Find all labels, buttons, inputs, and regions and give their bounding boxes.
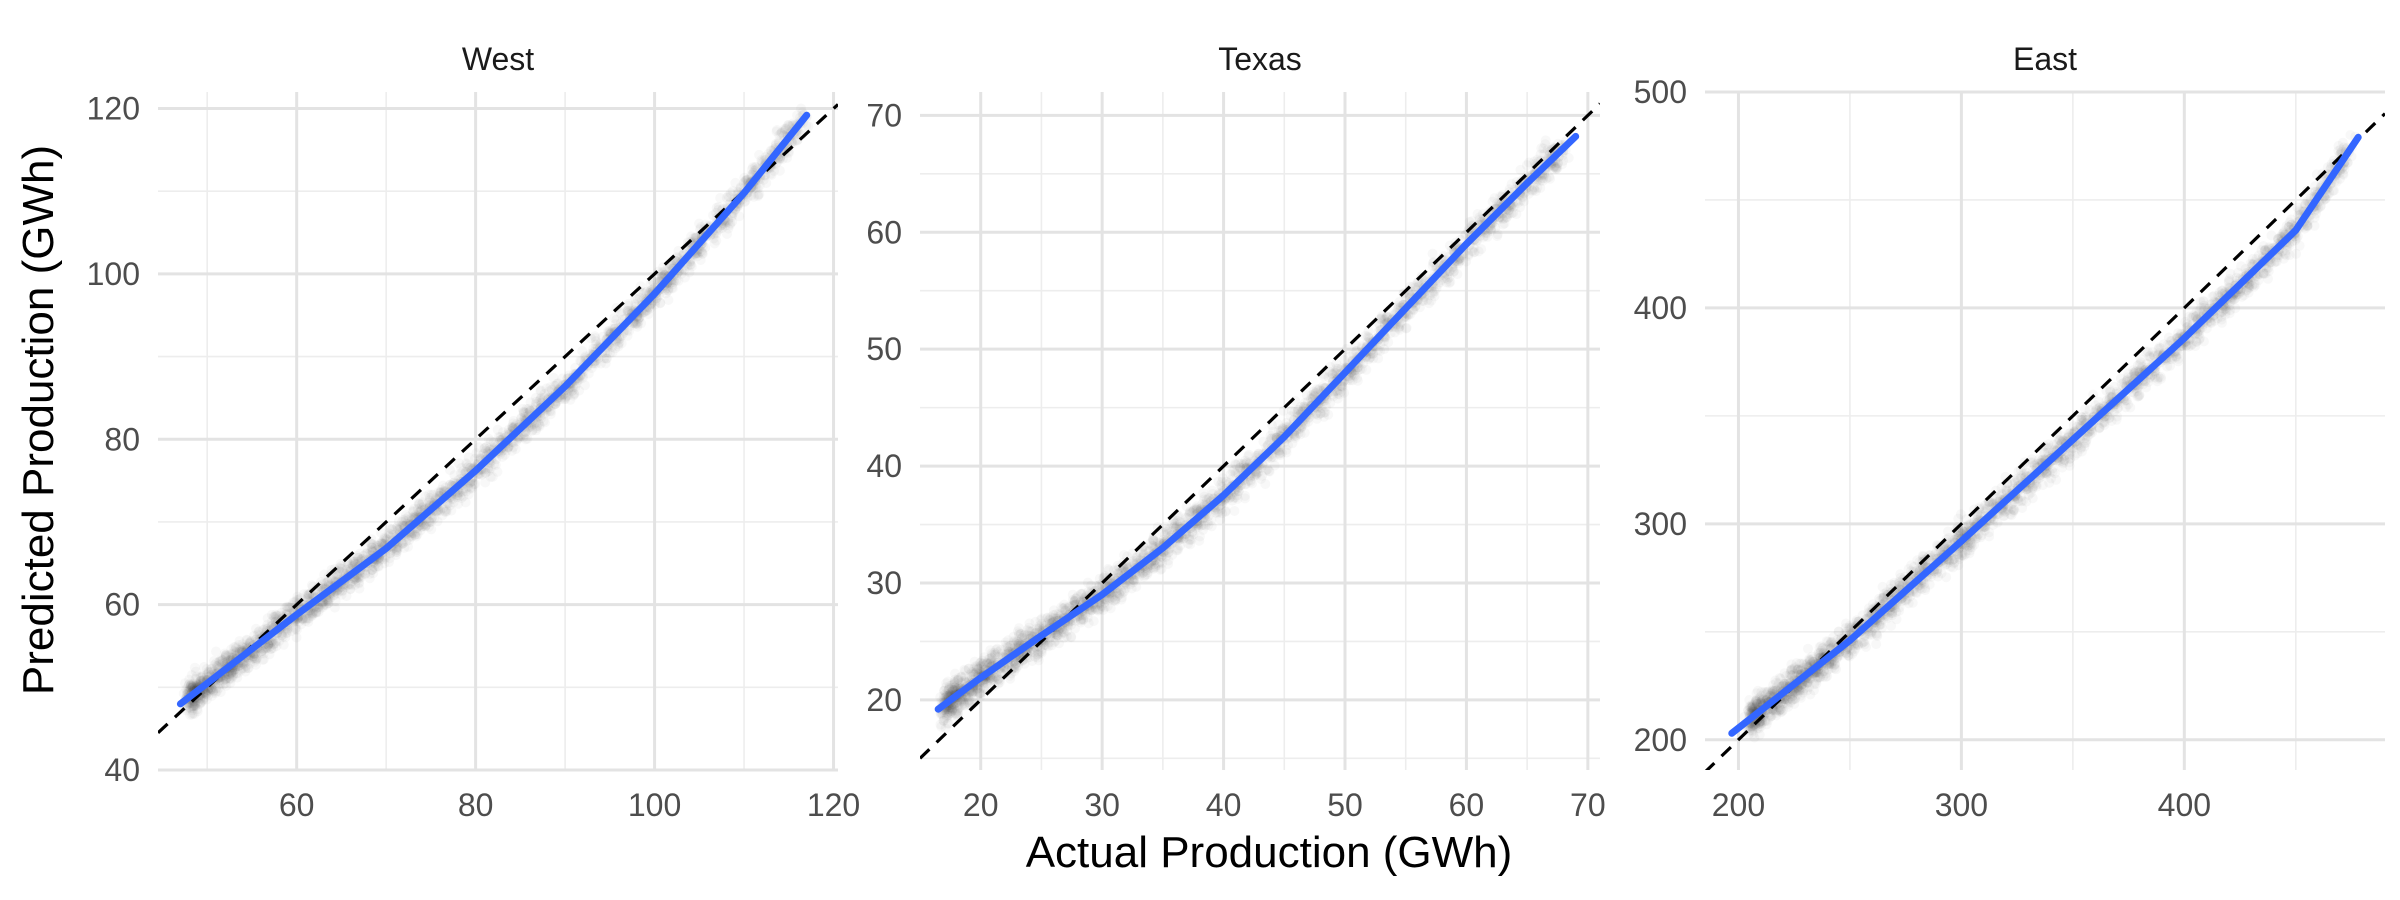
data-point (279, 640, 289, 650)
data-point (539, 416, 549, 426)
panel-texas: 20 30 40 50 60 70 20 30 40 50 60 70 Texas (866, 41, 1605, 823)
data-point (939, 716, 949, 726)
data-point (1470, 247, 1480, 257)
identity-line (158, 103, 838, 734)
data-point (1428, 249, 1438, 259)
data-point (225, 674, 235, 684)
x-axis-title: Actual Production (GWh) (1026, 828, 1513, 877)
y-tick-label: 50 (866, 331, 902, 367)
x-tick-label: 30 (1084, 787, 1120, 823)
data-point (363, 544, 373, 554)
x-tick-label: 80 (458, 787, 494, 823)
data-point (410, 530, 420, 540)
panel-title: West (462, 41, 534, 77)
x-tick-label: 60 (279, 787, 315, 823)
data-point (484, 434, 494, 444)
panel-data (920, 102, 1600, 760)
y-tick-label: 70 (866, 97, 902, 133)
data-point (401, 514, 411, 524)
data-point (1277, 448, 1287, 458)
data-point (518, 404, 528, 414)
data-point (1265, 467, 1275, 477)
fit-line (176, 111, 811, 708)
x-tick-label: 100 (628, 787, 681, 823)
y-tick-label: 20 (866, 682, 902, 718)
data-point (441, 505, 451, 515)
data-point (602, 354, 612, 364)
data-point (1516, 165, 1526, 175)
data-point (474, 442, 484, 452)
data-point (1083, 578, 1093, 588)
y-axis-title: Predicted Production (GWh) (14, 145, 63, 695)
data-point (1103, 564, 1113, 574)
data-point (1361, 365, 1371, 375)
panel-title: Texas (1218, 41, 1302, 77)
x-tick-label: 120 (807, 787, 860, 823)
x-tick-label: 20 (963, 787, 999, 823)
y-tick-label: 100 (87, 256, 140, 292)
data-point (188, 703, 198, 713)
panel-west: 60 80 100 120 40 60 80 100 120 West (87, 41, 861, 823)
data-point (480, 478, 490, 488)
data-point (211, 647, 221, 657)
y-tick-label: 40 (104, 752, 140, 788)
y-tick-label: 60 (866, 214, 902, 250)
x-tick-label: 40 (1206, 787, 1242, 823)
data-point (545, 382, 555, 392)
data-point (715, 193, 725, 203)
data-point (384, 557, 394, 567)
y-tick-label: 120 (87, 91, 140, 127)
y-tick-label: 30 (866, 565, 902, 601)
data-point (684, 267, 694, 277)
data-point (461, 458, 471, 468)
data-point (1483, 232, 1493, 242)
data-point (560, 394, 570, 404)
data-point (414, 499, 424, 509)
x-tick-label: 70 (1570, 787, 1606, 823)
data-point (387, 524, 397, 534)
panel-data (158, 103, 838, 734)
data-point (663, 295, 673, 305)
x-tick-label: 50 (1327, 787, 1363, 823)
data-point (1217, 477, 1227, 487)
data-point (190, 663, 200, 673)
data-point (722, 229, 732, 239)
x-tick-label: 60 (1449, 787, 1485, 823)
data-point (403, 542, 413, 552)
data-point (1229, 506, 1239, 516)
y-tick-label: 60 (104, 587, 140, 623)
data-point (1049, 605, 1059, 615)
y-tick-label: 40 (866, 448, 902, 484)
y-tick-label: 80 (104, 421, 140, 457)
scatter-points (179, 104, 814, 720)
